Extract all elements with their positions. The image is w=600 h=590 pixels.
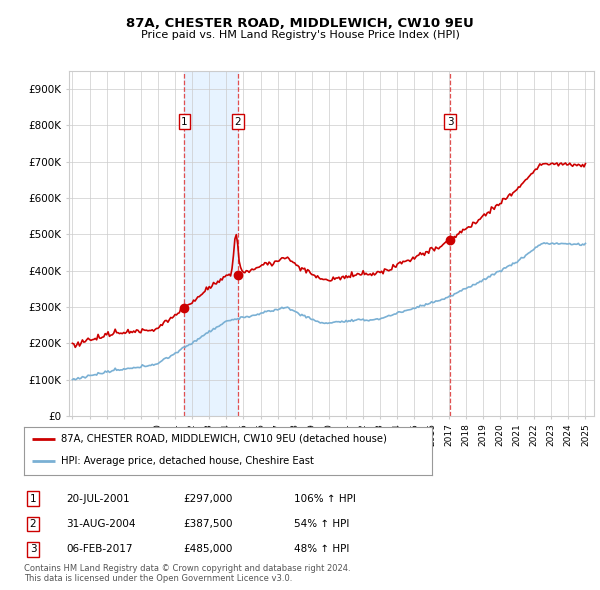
Text: 1: 1 <box>29 494 37 503</box>
Text: £297,000: £297,000 <box>183 494 232 503</box>
Text: £387,500: £387,500 <box>183 519 233 529</box>
Text: Contains HM Land Registry data © Crown copyright and database right 2024.
This d: Contains HM Land Registry data © Crown c… <box>24 563 350 583</box>
Text: Price paid vs. HM Land Registry's House Price Index (HPI): Price paid vs. HM Land Registry's House … <box>140 30 460 40</box>
Text: 31-AUG-2004: 31-AUG-2004 <box>66 519 136 529</box>
Text: 48% ↑ HPI: 48% ↑ HPI <box>294 545 349 554</box>
Text: £485,000: £485,000 <box>183 545 232 554</box>
Text: 1: 1 <box>181 117 188 127</box>
Text: 87A, CHESTER ROAD, MIDDLEWICH, CW10 9EU (detached house): 87A, CHESTER ROAD, MIDDLEWICH, CW10 9EU … <box>61 434 386 444</box>
Text: 06-FEB-2017: 06-FEB-2017 <box>66 545 133 554</box>
Text: 87A, CHESTER ROAD, MIDDLEWICH, CW10 9EU: 87A, CHESTER ROAD, MIDDLEWICH, CW10 9EU <box>126 17 474 30</box>
Text: 20-JUL-2001: 20-JUL-2001 <box>66 494 130 503</box>
Text: 3: 3 <box>29 545 37 554</box>
Text: 54% ↑ HPI: 54% ↑ HPI <box>294 519 349 529</box>
Text: 2: 2 <box>235 117 241 127</box>
Text: 2: 2 <box>29 519 37 529</box>
Text: 106% ↑ HPI: 106% ↑ HPI <box>294 494 356 503</box>
Bar <box>184 71 238 416</box>
Text: HPI: Average price, detached house, Cheshire East: HPI: Average price, detached house, Ches… <box>61 457 314 467</box>
Text: 3: 3 <box>447 117 454 127</box>
